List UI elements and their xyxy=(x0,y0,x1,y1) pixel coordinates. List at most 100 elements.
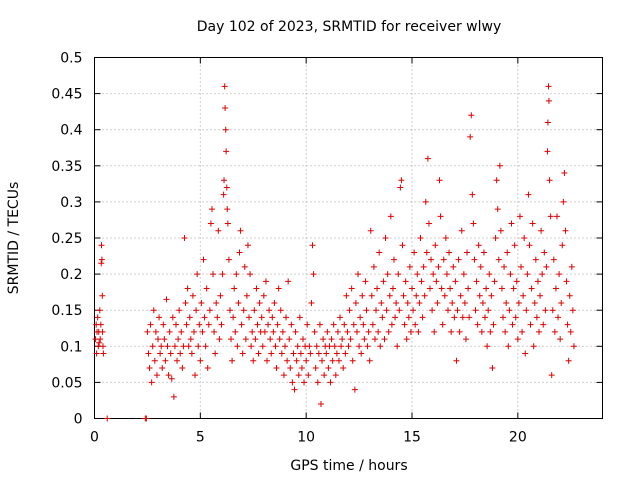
data-point xyxy=(265,321,272,328)
data-point xyxy=(485,307,492,314)
data-point xyxy=(472,307,479,314)
data-point xyxy=(96,307,103,314)
data-point xyxy=(290,350,297,357)
data-point xyxy=(269,314,276,321)
data-point xyxy=(314,379,321,386)
data-point xyxy=(225,256,232,263)
data-point xyxy=(252,336,259,343)
data-point xyxy=(376,249,383,256)
data-point xyxy=(546,177,553,184)
data-point xyxy=(216,336,223,343)
y-tick-label: 0.4 xyxy=(60,123,82,139)
data-point xyxy=(308,299,315,306)
plot-frame xyxy=(94,57,603,419)
data-point xyxy=(561,170,568,177)
data-point xyxy=(194,271,201,278)
data-point xyxy=(310,271,317,278)
data-point xyxy=(147,321,154,328)
data-point xyxy=(230,314,237,321)
data-point xyxy=(319,357,326,364)
data-point xyxy=(325,364,332,371)
data-point xyxy=(465,285,472,292)
data-point xyxy=(457,292,464,299)
data-point xyxy=(192,372,199,379)
data-point xyxy=(94,314,101,321)
data-point xyxy=(258,314,265,321)
data-point xyxy=(444,307,451,314)
data-point xyxy=(500,314,507,321)
data-point xyxy=(393,299,400,306)
data-point xyxy=(334,328,341,335)
data-point xyxy=(439,321,446,328)
data-point xyxy=(228,336,235,343)
data-point xyxy=(545,97,552,104)
data-point xyxy=(479,299,486,306)
data-point xyxy=(182,299,189,306)
data-point xyxy=(97,321,104,328)
data-point xyxy=(284,357,291,364)
data-point xyxy=(164,343,171,350)
data-point xyxy=(183,321,190,328)
data-point xyxy=(508,220,515,227)
data-point xyxy=(458,227,465,234)
data-point xyxy=(413,292,420,299)
data-point xyxy=(223,184,230,191)
data-point xyxy=(395,271,402,278)
data-point xyxy=(360,321,367,328)
data-point xyxy=(396,307,403,314)
data-point xyxy=(512,314,519,321)
data-point xyxy=(235,299,242,306)
data-point xyxy=(341,321,348,328)
data-point xyxy=(299,336,306,343)
data-point xyxy=(218,321,225,328)
data-point xyxy=(234,343,241,350)
data-point xyxy=(276,336,283,343)
data-point xyxy=(348,285,355,292)
data-point xyxy=(474,321,481,328)
data-point xyxy=(178,328,185,335)
x-tick-label: 0 xyxy=(90,430,99,446)
data-point xyxy=(272,343,279,350)
data-point xyxy=(543,263,550,270)
data-point xyxy=(148,379,155,386)
data-point xyxy=(193,307,200,314)
data-point xyxy=(498,285,505,292)
data-point xyxy=(540,321,547,328)
data-point xyxy=(559,242,566,249)
data-point xyxy=(409,285,415,292)
data-point xyxy=(552,285,559,292)
data-point xyxy=(511,242,518,249)
data-point xyxy=(432,242,439,249)
data-point xyxy=(271,299,278,306)
data-point xyxy=(562,227,569,234)
data-point xyxy=(370,263,377,270)
data-point xyxy=(153,372,160,379)
data-point xyxy=(326,343,333,350)
data-point xyxy=(496,162,503,169)
data-point xyxy=(309,242,316,249)
data-point xyxy=(222,105,229,112)
data-point xyxy=(414,271,421,278)
data-point xyxy=(270,328,277,335)
data-point xyxy=(471,256,478,263)
data-point xyxy=(169,314,176,321)
data-point xyxy=(515,299,522,306)
data-point xyxy=(196,321,203,328)
data-point xyxy=(297,350,304,357)
data-point xyxy=(251,307,258,314)
data-point xyxy=(407,328,414,335)
data-point xyxy=(441,292,448,299)
data-point xyxy=(307,350,314,357)
data-point xyxy=(404,299,411,306)
data-point xyxy=(156,314,163,321)
data-point xyxy=(346,307,353,314)
data-point xyxy=(545,83,552,90)
data-point xyxy=(241,263,248,270)
data-point xyxy=(490,321,497,328)
data-point xyxy=(394,343,401,350)
data-point xyxy=(560,198,567,205)
data-point xyxy=(483,285,490,292)
data-point xyxy=(329,357,336,364)
data-point xyxy=(495,256,502,263)
data-point xyxy=(233,271,240,278)
